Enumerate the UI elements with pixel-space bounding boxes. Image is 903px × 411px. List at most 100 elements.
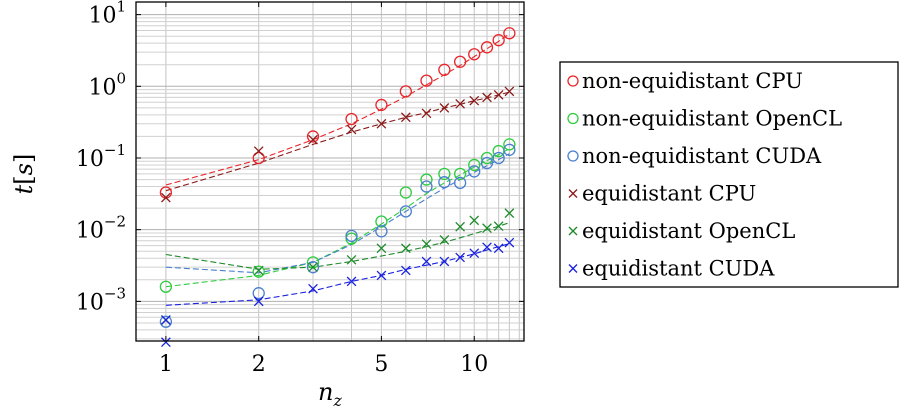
data-point xyxy=(346,124,357,135)
x-tick-label: 10 xyxy=(460,352,488,377)
cross-stroke xyxy=(482,242,492,253)
data-point xyxy=(480,151,494,165)
cross-stroke xyxy=(346,254,357,265)
data-point xyxy=(306,130,320,143)
cross-stroke xyxy=(308,283,318,294)
legend-label: non-equidistant OpenCL xyxy=(582,107,842,131)
data-point xyxy=(455,98,465,109)
data-point xyxy=(376,270,387,281)
legend-marker xyxy=(567,150,579,162)
data-point xyxy=(482,242,492,253)
data-point xyxy=(421,239,432,249)
data-point xyxy=(161,192,171,203)
data-point xyxy=(503,143,516,156)
cross-stroke xyxy=(482,223,492,234)
cross-stroke xyxy=(421,108,432,119)
data-point xyxy=(421,256,432,267)
data-point xyxy=(468,165,481,178)
x-tick-label: 5 xyxy=(374,352,388,377)
data-point xyxy=(480,41,494,54)
data-point xyxy=(308,262,318,273)
data-point xyxy=(438,167,451,181)
data-point xyxy=(492,151,505,165)
y-tick-label: 101 xyxy=(88,0,126,29)
legend-marker xyxy=(568,189,578,198)
fit-curve xyxy=(165,243,510,306)
cross-stroke xyxy=(253,146,264,156)
data-point xyxy=(493,243,504,254)
y-tick-label: 10−3 xyxy=(76,284,126,315)
data-point xyxy=(420,180,433,193)
legend-entry: non-equidistant CUDA xyxy=(567,144,822,168)
data-point xyxy=(345,112,358,126)
data-point xyxy=(438,63,451,76)
data-point xyxy=(399,205,412,218)
data-point xyxy=(469,95,480,106)
data-point xyxy=(493,89,504,100)
cross-stroke xyxy=(493,221,504,232)
cross-stroke xyxy=(421,239,432,249)
cross-stroke xyxy=(161,315,171,325)
data-point xyxy=(306,261,320,274)
cross-stroke xyxy=(346,276,357,287)
cross-stroke xyxy=(469,215,480,226)
legend: non-equidistant CPU non-equidistant OpenC… xyxy=(559,61,899,288)
data-point xyxy=(420,173,433,186)
legend-label: non-equidistant CUDA xyxy=(582,144,822,168)
data-point xyxy=(492,34,505,47)
cross-stroke xyxy=(439,235,450,245)
cross-stroke xyxy=(400,265,411,276)
cross-stroke xyxy=(568,226,578,236)
data-point xyxy=(453,167,467,181)
legend-marker xyxy=(567,75,579,87)
cross-stroke xyxy=(482,92,492,103)
data-point xyxy=(439,103,450,113)
data-point xyxy=(346,254,357,265)
cross-stroke xyxy=(493,89,504,100)
legend-marker xyxy=(568,264,578,273)
cross-stroke xyxy=(421,256,432,267)
data-point xyxy=(375,215,388,228)
data-point xyxy=(480,156,494,170)
cross-stroke xyxy=(400,243,411,254)
legend-entry: equidistant CPU xyxy=(568,182,756,206)
legend-entry: equidistant OpenCL xyxy=(568,219,795,243)
cross-stroke xyxy=(504,208,515,219)
y-tick-label: 10−2 xyxy=(76,213,126,244)
y-axis-label: t[s] xyxy=(10,154,38,195)
grid xyxy=(136,2,524,341)
data-point xyxy=(253,146,264,156)
cross-stroke xyxy=(400,112,411,123)
data-point xyxy=(345,232,358,245)
legend-marker xyxy=(567,112,579,125)
data-point xyxy=(469,215,480,226)
data-point xyxy=(482,223,492,234)
cross-stroke xyxy=(469,95,480,106)
data-markers xyxy=(159,27,516,347)
cross-stroke xyxy=(346,124,357,135)
data-point xyxy=(453,55,467,68)
cross-stroke xyxy=(308,134,318,145)
cross-stroke xyxy=(504,86,515,97)
cross-stroke xyxy=(504,237,515,248)
legend-box xyxy=(559,61,899,288)
cross-stroke xyxy=(455,252,465,263)
x-axis-label: nz xyxy=(318,378,342,410)
cross-stroke xyxy=(439,103,450,113)
cross-stroke xyxy=(568,189,578,198)
data-point xyxy=(493,221,504,232)
data-point xyxy=(503,27,516,40)
data-point xyxy=(439,256,450,267)
cross-stroke xyxy=(161,337,171,347)
cross-stroke xyxy=(253,265,264,276)
data-point xyxy=(400,265,411,276)
cross-stroke xyxy=(376,243,387,254)
fit-curve xyxy=(165,153,510,274)
data-point xyxy=(400,112,411,123)
data-point xyxy=(346,276,357,287)
data-point xyxy=(161,337,171,347)
data-point xyxy=(400,243,411,254)
data-point xyxy=(253,265,264,276)
data-point xyxy=(482,92,492,103)
